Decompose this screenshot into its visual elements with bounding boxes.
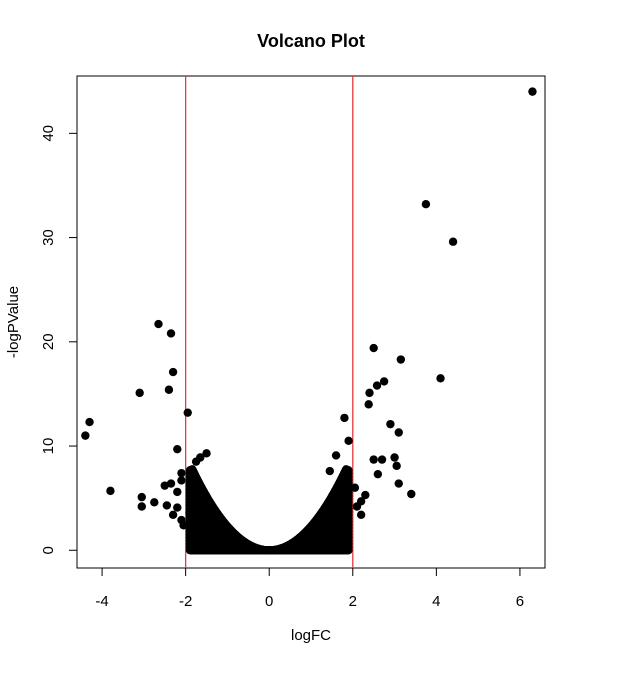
y-tick-label: 0 <box>40 546 57 554</box>
x-tick-label: -4 <box>95 593 108 610</box>
y-tick-label: 20 <box>40 333 57 350</box>
x-tick-label: -2 <box>179 593 192 610</box>
plot-frame <box>76 75 546 569</box>
x-tick-label: 2 <box>349 593 357 610</box>
y-tick-label: 40 <box>40 125 57 142</box>
x-tick-label: 0 <box>265 593 273 610</box>
x-tick-label: 4 <box>432 593 440 610</box>
y-tick-label: 10 <box>40 438 57 455</box>
x-axis: -4 -2 0 2 4 6 <box>95 567 524 610</box>
chart-title: Volcano Plot <box>257 31 365 51</box>
threshold-lines <box>184 76 354 568</box>
y-tick-label: 30 <box>40 229 57 246</box>
x-tick-label: 6 <box>516 593 524 610</box>
data-points <box>81 87 537 555</box>
y-axis: 0 10 20 30 40 <box>40 125 78 554</box>
